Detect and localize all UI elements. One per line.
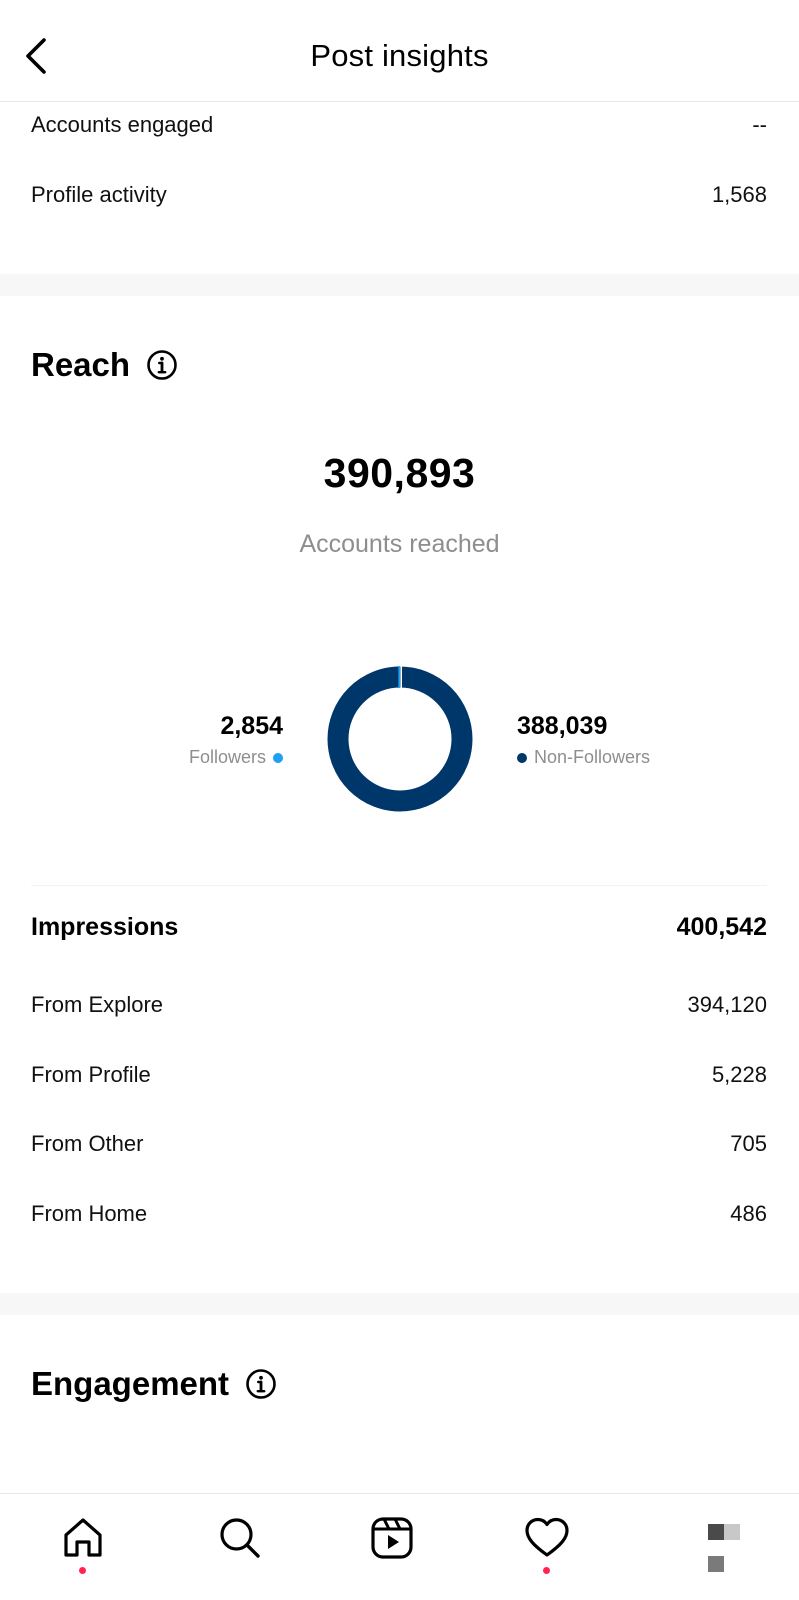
avatar-pixel [724,1524,740,1540]
source-label: From Explore [31,992,164,1017]
info-icon[interactable] [146,349,178,381]
section-divider [0,1293,799,1315]
back-button[interactable] [18,34,58,78]
row-value: 1,568 [711,182,767,207]
chevron-left-icon [26,38,46,74]
nav-home[interactable] [59,1514,107,1574]
section-divider [0,274,799,296]
heart-icon [525,1517,569,1557]
row-value: -- [752,112,767,137]
profile-avatar[interactable] [708,1524,748,1576]
nav-activity[interactable] [523,1514,571,1574]
accounts-reached-value: 390,893 [323,450,476,496]
followers-dot-icon [273,752,283,763]
reach-divider [31,885,767,886]
info-icon[interactable] [245,1368,277,1400]
row-label: Accounts engaged [31,112,214,137]
avatar-pixel [708,1556,724,1572]
reach-donut-chart [327,666,473,812]
nav-reels[interactable] [368,1514,416,1574]
search-icon [220,1518,260,1558]
nav-search[interactable] [216,1514,264,1574]
source-value: 486 [730,1201,767,1226]
avatar-pixel [708,1524,724,1540]
notification-dot [79,1567,86,1574]
non-followers-label: Non-Followers [534,747,651,767]
engagement-title: Engagement [31,1365,230,1402]
accounts-engaged-row: Accounts engaged -- [31,112,767,138]
followers-legend: 2,854 Followers [189,712,283,768]
impressions-source-row: From Profile 5,228 [31,1062,767,1088]
accounts-reached-label: Accounts reached [299,530,500,558]
notification-dot [543,1567,550,1574]
page-title: Post insights [310,38,489,73]
non-followers-value: 388,039 [517,712,608,740]
followers-label: Followers [188,747,266,767]
impressions-label: Impressions [31,913,179,941]
impressions-source-row: From Other 705 [31,1131,767,1157]
home-icon [64,1518,102,1557]
engagement-heading: Engagement [31,1365,277,1403]
row-label: Profile activity [31,182,167,207]
source-label: From Home [31,1201,148,1226]
bottom-nav-bar [0,1493,799,1600]
profile-activity-row: Profile activity 1,568 [31,182,767,208]
followers-value: 2,854 [220,712,283,740]
impressions-source-row: From Home 486 [31,1201,767,1227]
source-label: From Other [31,1131,144,1156]
non-followers-dot-icon [517,752,527,763]
source-value: 5,228 [711,1062,767,1087]
donut-non-followers-arc [327,666,473,812]
source-value: 394,120 [687,992,767,1017]
reach-heading: Reach [31,346,178,384]
source-label: From Profile [31,1062,151,1087]
reels-icon [371,1517,413,1559]
source-value: 705 [730,1131,767,1156]
reach-title: Reach [31,346,131,383]
non-followers-legend: 388,039 Non-Followers [517,712,650,768]
impressions-source-row: From Explore 394,120 [31,992,767,1018]
impressions-row: Impressions 400,542 [31,913,767,942]
impressions-value: 400,542 [676,913,767,941]
header-bar: Post insights [0,0,799,102]
